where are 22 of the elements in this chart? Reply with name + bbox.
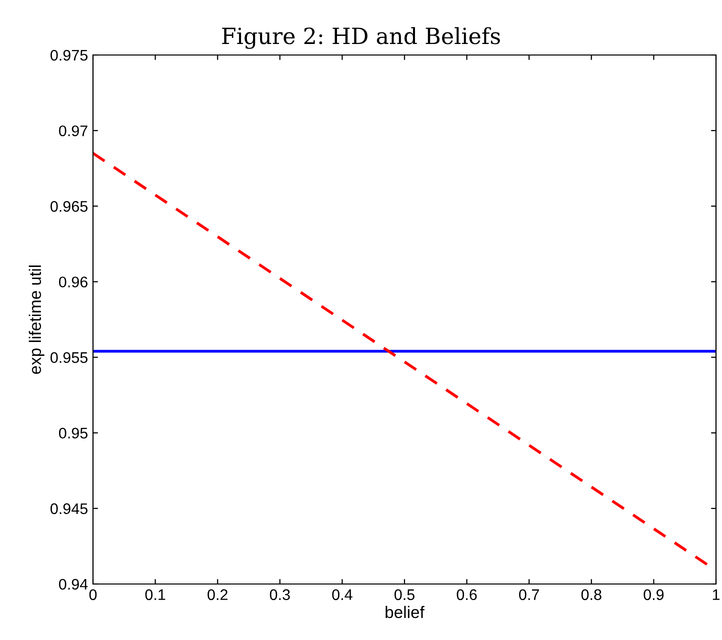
y-tick-label: 0.955 — [50, 352, 88, 363]
x-tick-label: 0 — [89, 589, 97, 600]
x-tick-label: 1 — [712, 589, 720, 600]
x-axis-title: belief — [386, 606, 424, 618]
y-tick-label: 0.94 — [59, 578, 88, 590]
chart-title: Figure 2: HD and Beliefs — [222, 27, 500, 49]
y-tick-label: 0.96 — [59, 276, 88, 288]
x-tick-label: 0.6 — [456, 589, 477, 600]
x-tick-label: 0.5 — [394, 589, 414, 600]
x-tick-label: 0.1 — [145, 589, 166, 600]
x-tick-label: 0.7 — [519, 589, 539, 600]
x-tick-label: 0.8 — [581, 589, 602, 600]
x-tick-label: 0.9 — [644, 589, 664, 600]
x-tick-label: 0.2 — [208, 589, 228, 600]
y-tick-label: 0.975 — [50, 50, 88, 61]
y-tick-label: 0.97 — [59, 125, 88, 136]
x-tick-label: 0.3 — [270, 589, 290, 600]
y-axis-title: exp lifetime util — [28, 265, 44, 374]
x-tick-label: 0.4 — [332, 589, 352, 600]
y-tick-label: 0.945 — [50, 503, 88, 514]
y-tick-label: 0.95 — [59, 428, 88, 439]
y-tick-label: 0.965 — [50, 201, 88, 212]
